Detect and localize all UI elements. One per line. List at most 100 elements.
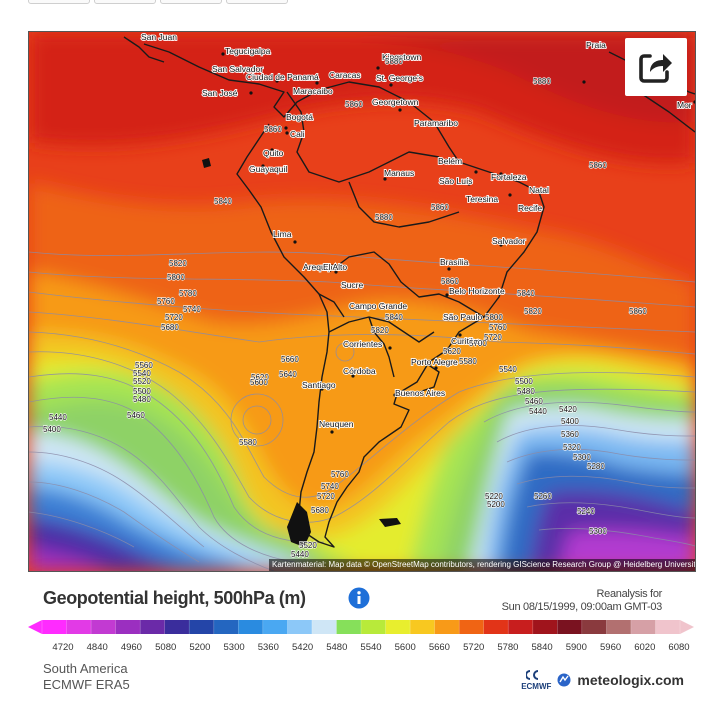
legend-swatch <box>115 620 141 634</box>
contour-label: 5720 <box>484 333 502 342</box>
contour-label: 5820 <box>524 307 542 316</box>
city-label: El Alto <box>323 262 347 272</box>
contour-label: 5660 <box>281 355 299 364</box>
legend-swatch <box>287 620 313 634</box>
contour-label: 5860 <box>264 125 282 134</box>
legend-swatch <box>508 620 534 634</box>
legend-swatch <box>361 620 387 634</box>
contour-label: 5760 <box>331 470 349 479</box>
legend-grid <box>41 620 681 634</box>
city-label: Belo Horizonte <box>449 286 505 296</box>
contour-label: 5880 <box>385 57 403 66</box>
city-label: Paramaribo <box>414 118 458 128</box>
reanalysis-date: Sun 08/15/1999, 09:00am GMT-03 <box>501 601 663 613</box>
info-icon[interactable] <box>348 587 370 609</box>
contour-label: 5400 <box>43 425 61 434</box>
legend-swatch <box>140 620 166 634</box>
legend-swatch <box>557 620 583 634</box>
contour-label: 5760 <box>489 323 507 332</box>
contour-label: 5700 <box>469 339 487 348</box>
contour-label: 5620 <box>251 373 269 382</box>
contour-label: 5800 <box>485 313 503 322</box>
city-label: Salvador <box>492 236 526 246</box>
contour-label: 5520 <box>133 377 151 386</box>
city-label: Bogotá <box>286 112 313 122</box>
legend-label: 5600 <box>395 642 416 653</box>
contour-label: 5740 <box>183 305 201 314</box>
contour-label: 5240 <box>577 507 595 516</box>
contour-label: 5540 <box>133 369 151 378</box>
contour-label: 5460 <box>127 411 145 420</box>
weather-map[interactable]: San Juan Tegucigalpa Kingstown Praia San Sal… <box>28 31 696 572</box>
legend-swatch <box>164 620 190 634</box>
legend-swatch <box>91 620 117 634</box>
model-name: ECMWF ERA5 <box>43 677 130 692</box>
legend-label: 5720 <box>463 642 484 653</box>
ecmwf-logo: ECMWF <box>521 669 551 691</box>
top-tab-2[interactable] <box>94 0 156 4</box>
contour-label: 5840 <box>517 289 535 298</box>
contour-label: 5440 <box>49 413 67 422</box>
city-label: San José <box>202 88 238 98</box>
city-label: San Salvador <box>212 64 263 74</box>
city-label: Neuquen <box>319 419 354 429</box>
contour-label: 5440 <box>291 550 309 559</box>
legend-swatch <box>42 620 68 634</box>
contour-label: 5860 <box>345 100 363 109</box>
city-label: São Luís <box>439 176 473 186</box>
legend-swatch <box>189 620 215 634</box>
legend-label: 5480 <box>326 642 347 653</box>
contour-label: 5280 <box>587 462 605 471</box>
region-name: South America <box>43 661 128 676</box>
contour-label: 5800 <box>167 273 185 282</box>
contour-label: 5560 <box>135 361 153 370</box>
contour-label: 5440 <box>529 407 547 416</box>
top-tab-1[interactable] <box>28 0 90 4</box>
legend-swatch <box>459 620 485 634</box>
contour-label: 5680 <box>161 323 179 332</box>
legend-label: 5360 <box>258 642 279 653</box>
map-attribution: Kartenmaterial: Map data © OpenStreetMap… <box>269 559 695 571</box>
city-label: Guayaquil <box>249 164 287 174</box>
legend-label: 5840 <box>532 642 553 653</box>
legend-swatch <box>238 620 264 634</box>
contour-label: 5860 <box>589 161 607 170</box>
city-label: Córdoba <box>343 366 376 376</box>
contour-label: 5300 <box>573 453 591 462</box>
legend-label: 5540 <box>360 642 381 653</box>
top-tab-3[interactable] <box>160 0 222 4</box>
legend-label: 5200 <box>189 642 210 653</box>
reanalysis-label: Reanalysis for <box>596 588 663 600</box>
contour-label: 5260 <box>534 492 552 501</box>
legend-label: 5900 <box>566 642 587 653</box>
city-label: Kingstown <box>382 52 421 62</box>
share-button[interactable] <box>625 38 687 96</box>
map-title: Geopotential height, 500hPa (m) <box>43 588 306 608</box>
city-label: Georgetown <box>372 97 419 107</box>
city-label: Caracas <box>329 70 361 80</box>
map-canvas: San Juan Tegucigalpa Kingstown Praia San Sal… <box>29 32 695 571</box>
contour-label: 5620 <box>443 347 461 356</box>
legend-swatch <box>213 620 239 634</box>
contour-label: 5480 <box>133 395 151 404</box>
contour-label: 5720 <box>165 313 183 322</box>
legend-swatch <box>311 620 337 634</box>
contour-label: 5580 <box>459 357 477 366</box>
legend-arrow-high <box>680 620 694 634</box>
city-label: Tegucigalpa <box>225 46 271 56</box>
city-label: Brasília <box>440 257 469 267</box>
contour-label: 5220 <box>485 492 503 501</box>
legend-swatch <box>262 620 288 634</box>
contour-label: 5540 <box>499 365 517 374</box>
contour-label: 5320 <box>563 443 581 452</box>
city-label: Praia <box>586 40 606 50</box>
city-label: Mor <box>677 100 692 110</box>
top-tab-4[interactable] <box>226 0 288 4</box>
contour-label: 5780 <box>179 289 197 298</box>
city-label: Curitiba <box>451 336 481 346</box>
city-label: Santiago <box>302 380 336 390</box>
contour-label: 5420 <box>559 405 577 414</box>
region-info: South America ECMWF ERA5 <box>43 661 130 693</box>
contour-label: 5840 <box>385 313 403 322</box>
city-label: Quito <box>263 148 284 158</box>
